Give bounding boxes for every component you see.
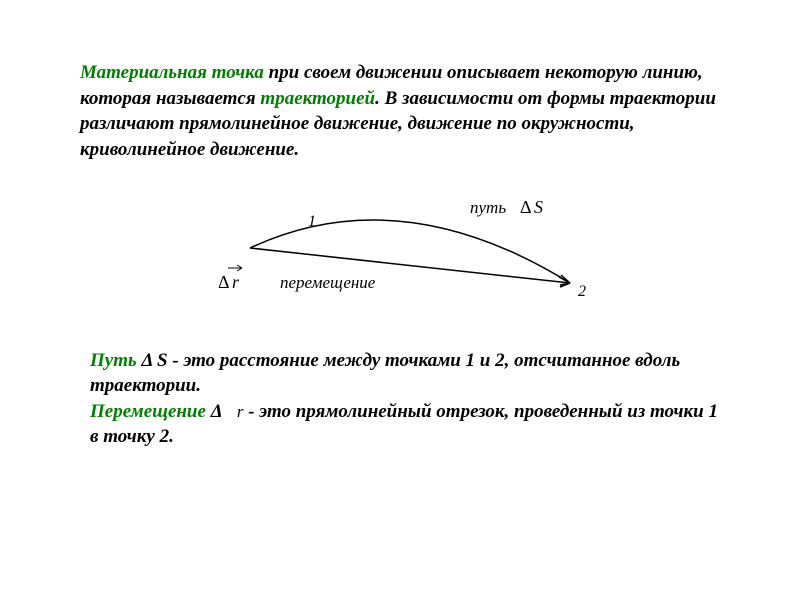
disp-p1: 1	[708, 401, 718, 422]
path-symbol-text: Δ S	[137, 350, 168, 371]
path-symbol-s: S	[534, 197, 543, 217]
displacement-text-label: перемещение	[280, 273, 376, 292]
path-p1: 1	[466, 350, 476, 371]
disp-in: в точку	[90, 426, 160, 447]
path-desc1: - это расстояние между точками	[168, 350, 466, 371]
term-material-point: Материальная точка	[80, 62, 264, 83]
point2-label: 2	[578, 283, 586, 300]
term-trajectory: траекторией	[260, 88, 375, 109]
disp-p2: 2	[160, 426, 170, 447]
delta-r-r: r	[232, 272, 240, 292]
delta-r-delta: Δ	[218, 272, 230, 292]
path-text-label: путь	[470, 198, 506, 217]
path-term: Путь	[90, 350, 137, 371]
path-and: и	[475, 350, 495, 371]
paragraph-2: Путь Δ S - это расстояние между точками …	[90, 348, 720, 451]
disp-desc: - это прямолинейный отрезок, проведенный…	[243, 401, 708, 422]
point1-label: 1	[308, 213, 316, 230]
path-symbol: Δ	[520, 197, 532, 217]
disp-period: .	[169, 426, 174, 447]
paragraph-1: Материальная точка при своем движении оп…	[80, 60, 720, 163]
disp-symbol: Δ	[206, 401, 223, 422]
path-p2: 2	[495, 350, 505, 371]
trajectory-diagram: 1 2 путь Δ S Δ r перемещение	[190, 188, 610, 318]
displacement-term: Перемещение	[90, 401, 206, 422]
